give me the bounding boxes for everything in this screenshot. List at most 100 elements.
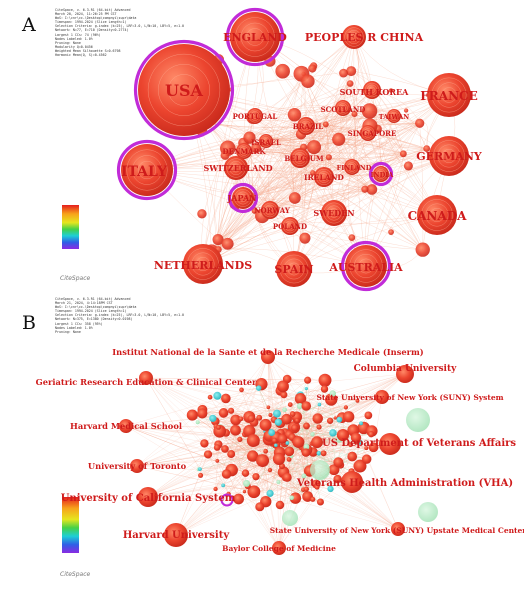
node-circle <box>363 81 381 99</box>
country-label-netherlands: NETHERLANDS <box>154 259 252 272</box>
minor-node <box>239 387 244 393</box>
node-circle <box>236 143 252 159</box>
network-edge <box>217 73 304 240</box>
node-circle <box>272 541 286 555</box>
node-circle <box>232 187 254 209</box>
minor-node <box>291 424 299 432</box>
minor-node <box>329 429 337 437</box>
network-edge <box>252 456 266 502</box>
node-ring <box>147 53 221 127</box>
node-ring <box>336 101 350 115</box>
node-ring <box>298 118 314 134</box>
minor-node <box>339 68 348 78</box>
minor-node <box>303 486 310 492</box>
network-edge <box>136 404 291 467</box>
node-ring <box>345 160 359 174</box>
network-edge <box>294 83 351 199</box>
network-edge <box>254 115 295 198</box>
network-edge <box>175 473 246 536</box>
node-ring <box>252 113 258 119</box>
country-node-scotland <box>335 100 351 116</box>
minor-node <box>198 472 204 478</box>
minor-node <box>327 485 334 493</box>
node-circle <box>290 148 310 168</box>
network-edge <box>231 469 280 549</box>
minor-node <box>368 431 375 438</box>
network-edge <box>218 124 326 250</box>
minor-node <box>303 422 310 430</box>
minor-node <box>292 436 305 448</box>
minor-node <box>317 402 322 407</box>
minor-node <box>299 232 311 244</box>
minor-node <box>325 393 338 406</box>
node-ring <box>441 148 457 164</box>
minor-node <box>320 385 329 393</box>
network-edge <box>175 419 236 536</box>
network-edge <box>227 36 355 149</box>
minor-node <box>256 454 270 468</box>
minor-node <box>221 445 229 453</box>
network-edge <box>244 481 353 492</box>
network-edge <box>136 465 254 492</box>
node-ring <box>349 32 359 42</box>
node-circle <box>139 371 153 385</box>
minor-node <box>361 185 369 193</box>
panel-b-letter: B <box>22 312 36 334</box>
network-edge <box>147 439 270 498</box>
country-node-spain <box>276 251 312 287</box>
node-ring <box>126 149 168 191</box>
country-label-switzerland: SWITZERLAND <box>203 163 272 173</box>
minor-node <box>282 407 287 413</box>
minor-node <box>364 446 369 451</box>
node-ring <box>425 203 449 227</box>
minor-node <box>361 103 378 119</box>
node-ring <box>240 22 270 52</box>
network-edge <box>145 377 227 475</box>
node-circle <box>373 166 389 182</box>
network-edge <box>265 453 324 502</box>
network-edge <box>202 155 450 265</box>
institution-node-veterans-health-administration-vha <box>341 471 363 493</box>
network-edge <box>289 123 420 227</box>
country-node-switzerland <box>224 156 248 180</box>
country-label-scotland: SCOTLAND <box>321 105 366 114</box>
network-edge <box>283 447 374 473</box>
node-ring <box>433 140 465 172</box>
network-edge <box>215 396 299 422</box>
minor-node <box>304 376 312 384</box>
minor-node <box>251 143 262 154</box>
labels-panel-b: Institut National de la Sante et de la R… <box>36 347 524 553</box>
node-circle <box>379 433 401 455</box>
node-ring <box>349 249 383 283</box>
node-ring <box>168 74 200 106</box>
minor-node <box>348 442 353 448</box>
institution-label-university-of-california-system: University of California System <box>61 493 236 504</box>
network-edge <box>278 441 357 549</box>
network-edge <box>145 377 346 408</box>
minor-node <box>212 234 224 246</box>
minor-node <box>216 424 221 430</box>
minor-node <box>220 150 230 160</box>
node-circle <box>261 350 275 364</box>
minor-node <box>276 480 281 484</box>
minor-node <box>282 472 292 482</box>
country-label-england: ENGLAND <box>223 31 287 44</box>
network-edge <box>175 442 288 536</box>
node-ring <box>347 30 361 44</box>
minor-node <box>332 132 346 146</box>
network-edge <box>125 425 321 503</box>
minor-nodes-panel-b <box>186 373 438 526</box>
country-label-brazil: BRAZIL <box>293 122 324 131</box>
node-ring <box>237 144 251 158</box>
node-circle <box>224 156 248 180</box>
network-edge <box>311 416 349 467</box>
node-ring <box>429 207 445 223</box>
network-edge <box>125 425 254 441</box>
node-circle <box>321 200 347 226</box>
network-edge <box>175 451 314 536</box>
network-edge <box>350 83 404 154</box>
country-node-south-korea <box>363 81 381 99</box>
node-ring <box>358 258 374 274</box>
network-edge <box>351 70 382 175</box>
minor-node <box>316 450 322 456</box>
